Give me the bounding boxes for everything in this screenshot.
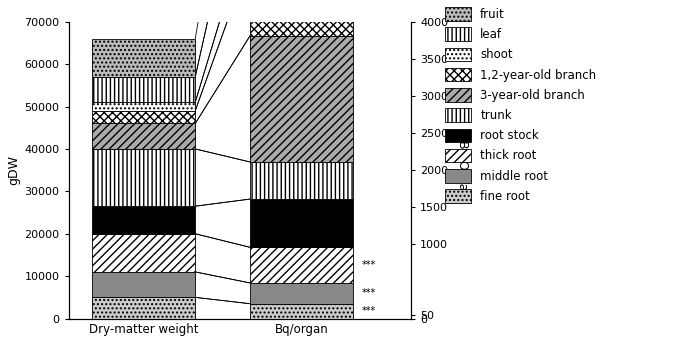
Y-axis label: gDW: gDW (7, 155, 20, 185)
Bar (92, 102, 195, 111)
Bar (92, 123, 195, 149)
Text: ***: *** (362, 306, 375, 316)
Bar (92, 149, 195, 206)
Bar (92, 77, 195, 102)
Bar (250, 304, 353, 319)
Text: ***: *** (362, 288, 375, 298)
Bar (92, 234, 195, 272)
Text: ***: *** (362, 260, 375, 270)
Bar (92, 111, 195, 123)
Bar (250, 162, 353, 199)
Bar (92, 272, 195, 297)
Bar (250, 283, 353, 304)
Bar (250, 247, 353, 283)
Legend: fruit, leaf, shoot, 1,2-year-old branch, 3-year-old branch, trunk, root stock, t: fruit, leaf, shoot, 1,2-year-old branch,… (444, 6, 597, 204)
Bar (92, 297, 195, 319)
Bar (92, 206, 195, 234)
Y-axis label: Bq/Organ: Bq/Organ (455, 140, 468, 200)
Bar (250, 0, 353, 36)
Bar (250, 36, 353, 162)
Bar (250, 199, 353, 247)
Bar (92, 39, 195, 77)
